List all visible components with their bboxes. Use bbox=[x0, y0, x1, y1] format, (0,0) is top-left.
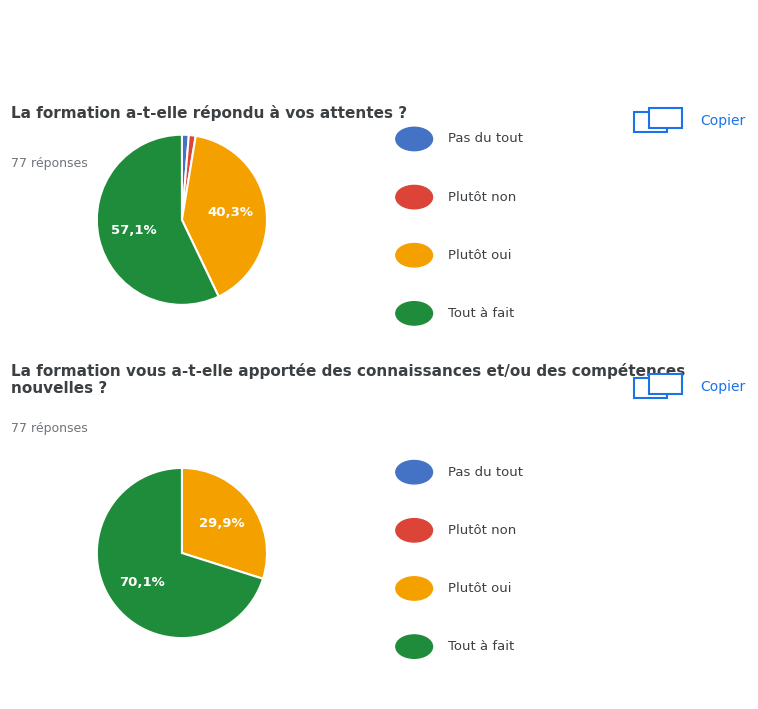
Wedge shape bbox=[97, 135, 218, 305]
Text: Plutôt oui: Plutôt oui bbox=[447, 582, 511, 595]
Circle shape bbox=[396, 243, 433, 267]
Circle shape bbox=[396, 302, 433, 325]
Text: Plutôt oui: Plutôt oui bbox=[447, 249, 511, 262]
Text: 29,9%: 29,9% bbox=[199, 518, 245, 530]
Wedge shape bbox=[97, 468, 263, 638]
Circle shape bbox=[396, 128, 433, 150]
Text: La formation vous a-t-elle apportée des connaissances et/ou des compétences
nouv: La formation vous a-t-elle apportée des … bbox=[11, 363, 686, 396]
Wedge shape bbox=[182, 135, 196, 220]
Text: Copier: Copier bbox=[700, 114, 746, 128]
Text: 70,1%: 70,1% bbox=[119, 576, 165, 588]
Text: 77 réponses: 77 réponses bbox=[11, 157, 88, 170]
Circle shape bbox=[396, 635, 433, 658]
Text: Tout à fait: Tout à fait bbox=[447, 307, 514, 320]
Text: Tout à fait: Tout à fait bbox=[447, 640, 514, 653]
FancyBboxPatch shape bbox=[649, 374, 682, 394]
Text: Pas du tout: Pas du tout bbox=[447, 466, 522, 479]
Circle shape bbox=[396, 461, 433, 484]
Text: Formation Pompe à chaleur en habitat individuel - Votre conclusion: Formation Pompe à chaleur en habitat ind… bbox=[14, 16, 572, 32]
Text: Pas du tout: Pas du tout bbox=[447, 133, 522, 145]
Wedge shape bbox=[182, 136, 267, 296]
Wedge shape bbox=[182, 468, 267, 579]
Text: La formation a-t-elle répondu à vos attentes ?: La formation a-t-elle répondu à vos atte… bbox=[11, 105, 408, 121]
Wedge shape bbox=[182, 135, 189, 220]
Text: Plutôt non: Plutôt non bbox=[447, 191, 515, 203]
Text: 57,1%: 57,1% bbox=[111, 224, 157, 238]
Text: Plutôt non: Plutôt non bbox=[447, 524, 515, 537]
Text: 77 réponses: 77 réponses bbox=[11, 422, 88, 435]
Text: Copier: Copier bbox=[700, 380, 746, 394]
Circle shape bbox=[396, 186, 433, 208]
Circle shape bbox=[396, 577, 433, 600]
Circle shape bbox=[396, 519, 433, 542]
Text: 40,3%: 40,3% bbox=[208, 206, 254, 219]
FancyBboxPatch shape bbox=[649, 108, 682, 128]
